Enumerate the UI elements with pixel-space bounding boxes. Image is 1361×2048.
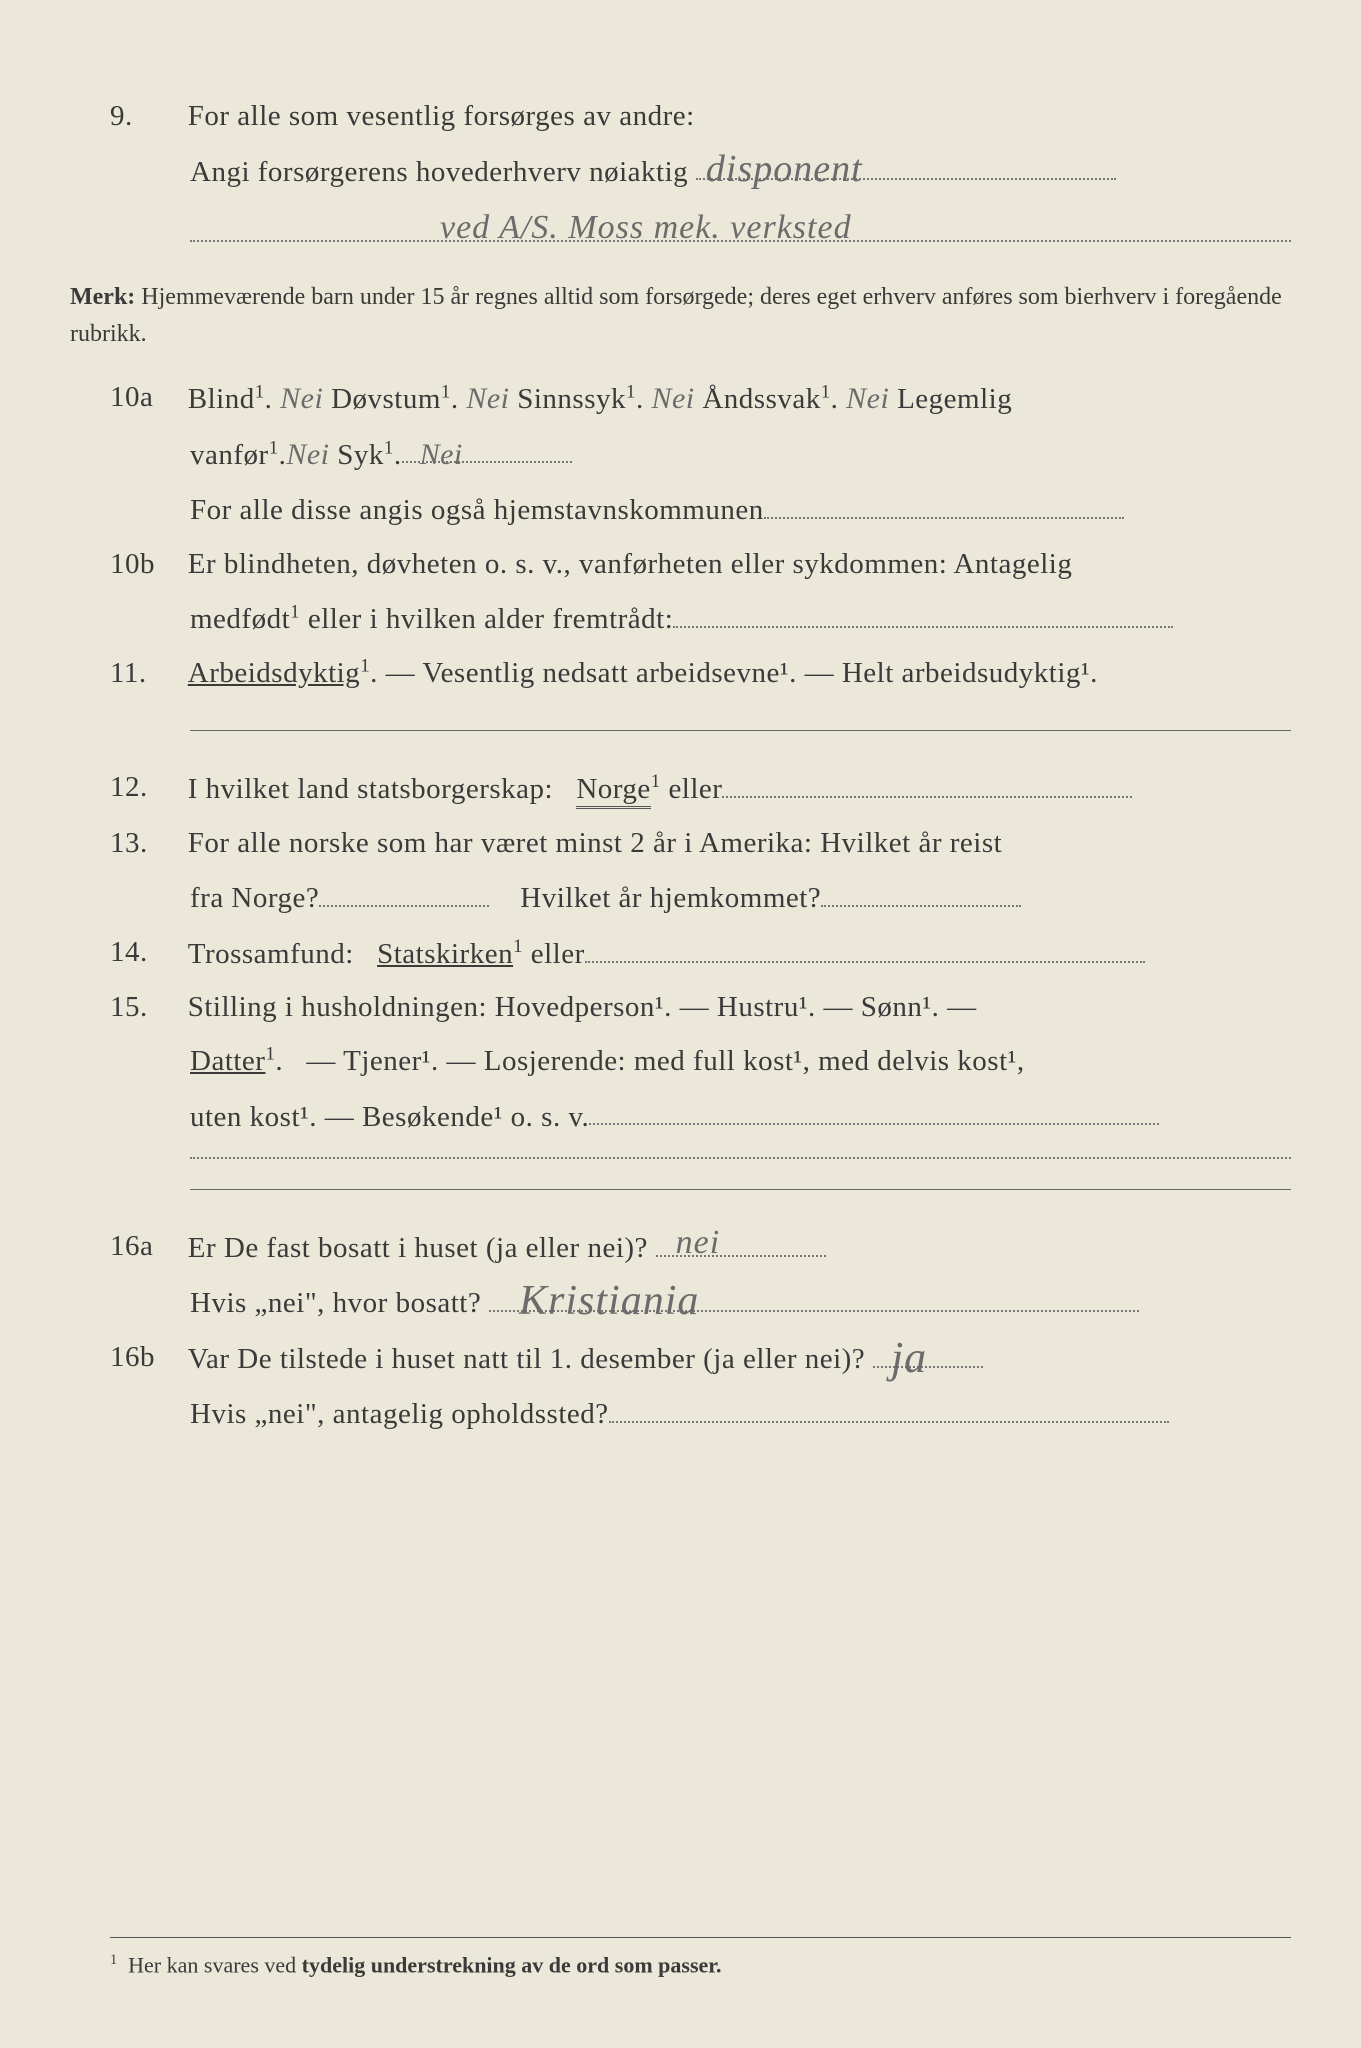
q12-text: I hvilket land statsborgerskap: (188, 773, 553, 805)
q10a-legemlig: Legemlig (897, 383, 1012, 415)
footnote: 1 Her kan svares ved tydelig understrekn… (110, 1937, 1291, 1978)
q10a-sinnssyk: Sinnssyk (517, 383, 626, 415)
q9-text2: Angi forsørgerens hovederhverv nøiaktig (190, 155, 688, 187)
q16a-ans2: Kristiania (519, 1263, 699, 1341)
q15-number: 15. (110, 981, 180, 1035)
footnote-text1: Her kan svares ved (128, 1952, 296, 1977)
q15-text2: — Tjener¹. — Losjerende: med full kost¹,… (306, 1045, 1024, 1077)
q11-number: 11. (110, 647, 180, 701)
q11-body: Arbeidsdyktig1. — Vesentlig nedsatt arbe… (188, 647, 1289, 701)
q16b-text1: Var De tilstede i huset natt til 1. dese… (188, 1343, 865, 1375)
merk-label: Merk: (70, 284, 135, 310)
q10a-body: Blind1. Nei Døvstum1. Nei Sinnssyk1. Nei… (188, 371, 1289, 427)
q10a-vanfor: vanfør (190, 439, 269, 471)
q14-eller: eller (531, 938, 585, 970)
q15-datter: Datter (190, 1045, 265, 1077)
merk-text: Hjemmeværende barn under 15 år regnes al… (70, 284, 1282, 347)
separator-1 (190, 730, 1291, 731)
nei-5: Nei (286, 438, 329, 471)
nei-1: Nei (280, 382, 323, 415)
q11-opt1: Arbeidsdyktig (188, 657, 360, 689)
q10a-dovstum: Døvstum (331, 383, 441, 415)
q10a-blind: Blind (188, 383, 255, 415)
q10a-andssvak: Åndssvak (702, 383, 820, 415)
q14-text: Trossamfund: (188, 938, 354, 970)
nei-2: Nei (466, 382, 509, 415)
q16a-text2: Hvis „nei", hvor bosatt? (190, 1287, 481, 1319)
q9-answer2: ved A/S. Moss mek. verksted (440, 197, 852, 260)
q15-text3: uten kost¹. — Besøkende¹ o. s. v. (190, 1100, 589, 1132)
q16b-text2: Hvis „nei", antagelig opholdssted? (190, 1398, 609, 1430)
q10b-text: Er blindheten, døvheten o. s. v., vanfør… (188, 538, 1289, 592)
q14-number: 14. (110, 926, 180, 980)
footnote-bold: tydelig understrekning av de ord som pas… (302, 1952, 722, 1977)
nei-3: Nei (651, 382, 694, 415)
q10a-text2: For alle disse angis også hjemstavnskomm… (190, 494, 764, 526)
q9-number: 9. (110, 90, 180, 144)
q9-answer1: disponent (706, 134, 863, 204)
q13-text3: Hvilket år hjemkommet? (520, 882, 821, 914)
q10b-number: 10b (110, 538, 180, 592)
q12-number: 12. (110, 761, 180, 815)
q10b-text2: medfødt1 eller i hvilken alder fremtrådt… (190, 603, 673, 635)
q13-text2: fra Norge? (190, 882, 319, 914)
footnote-num: 1 (110, 1952, 117, 1968)
q12-norge: Norge (576, 773, 650, 809)
q16b-body: Var De tilstede i huset natt til 1. dese… (188, 1331, 1289, 1386)
nei-4: Nei (846, 382, 889, 415)
q12-eller: eller (668, 773, 722, 805)
q12-body: I hvilket land statsborgerskap: Norge1 e… (188, 761, 1289, 816)
q16a-body: Er De fast bosatt i huset (ja eller nei)… (188, 1220, 1289, 1275)
nei-6: Nei (420, 438, 463, 471)
q15-line (190, 1156, 1291, 1159)
q13-number: 13. (110, 817, 180, 871)
q14-body: Trossamfund: Statskirken1 eller (188, 926, 1289, 981)
q11-text: — Vesentlig nedsatt arbeidsevne¹. — Helt… (386, 657, 1098, 689)
merk-note: Merk: Hjemmeværende barn under 15 år reg… (70, 279, 1291, 353)
q15-text1: Stilling i husholdningen: Hovedperson¹. … (188, 981, 1289, 1035)
q16a-text1: Er De fast bosatt i huset (ja eller nei)… (188, 1232, 648, 1264)
q10a-number: 10a (110, 371, 180, 425)
q14-statskirken: Statskirken (377, 938, 513, 970)
q16a-number: 16a (110, 1220, 180, 1274)
q13-text1: For alle norske som har været minst 2 år… (188, 817, 1289, 871)
q10a-syk: Syk (337, 439, 384, 471)
q16b-number: 16b (110, 1331, 180, 1385)
separator-2 (190, 1189, 1291, 1190)
